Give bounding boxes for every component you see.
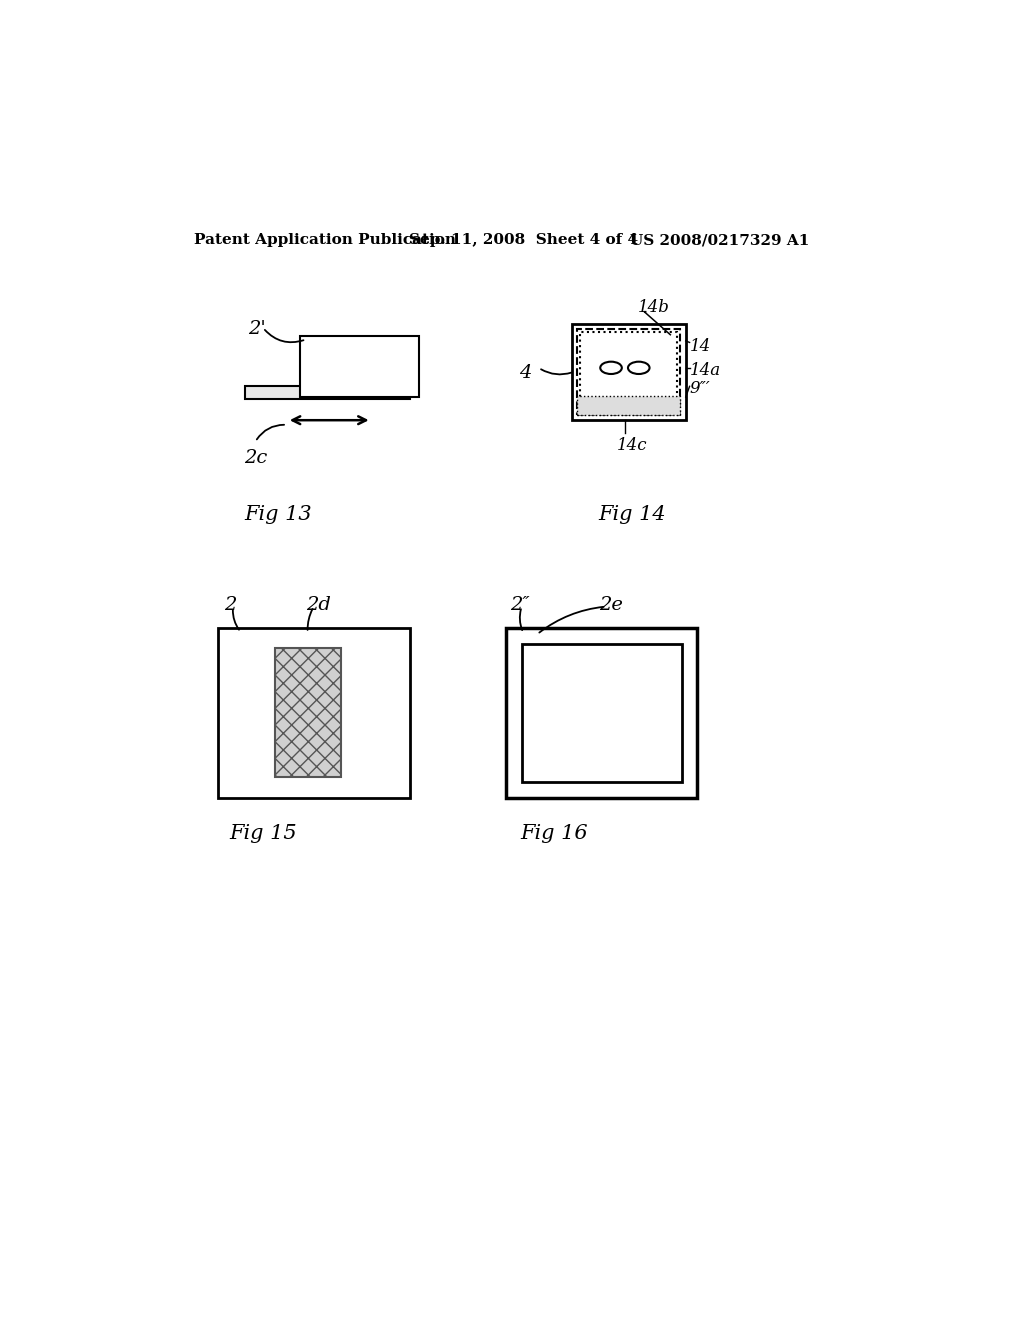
Text: 2c: 2c [245,449,267,467]
Text: Fig 14: Fig 14 [598,506,666,524]
Bar [521,644,682,781]
Bar [275,648,341,777]
Bar [578,330,680,414]
Bar [506,628,697,797]
Bar [571,323,686,420]
Text: 2e: 2e [599,595,623,614]
Text: 2': 2' [248,321,265,338]
Text: 14a: 14a [689,362,721,379]
Bar [245,387,410,399]
Text: 14c: 14c [617,437,648,454]
Text: Fig 13: Fig 13 [245,506,312,524]
Text: Patent Application Publication: Patent Application Publication [194,234,456,247]
Text: 14: 14 [689,338,711,355]
Text: 2: 2 [223,595,237,614]
Bar [300,335,419,397]
Text: 4: 4 [519,364,531,381]
Bar [217,628,410,797]
Text: 9″′: 9″′ [689,380,711,397]
Text: Fig 15: Fig 15 [229,825,297,843]
Text: US 2008/0217329 A1: US 2008/0217329 A1 [630,234,809,247]
Ellipse shape [600,362,622,374]
Text: Sep. 11, 2008  Sheet 4 of 4: Sep. 11, 2008 Sheet 4 of 4 [410,234,638,247]
Text: 14b: 14b [638,300,670,317]
Text: 2″: 2″ [510,595,529,614]
Bar [581,333,677,412]
Text: Fig 16: Fig 16 [520,825,588,843]
Text: 2d: 2d [306,595,331,614]
Ellipse shape [628,362,649,374]
Bar [578,396,680,414]
